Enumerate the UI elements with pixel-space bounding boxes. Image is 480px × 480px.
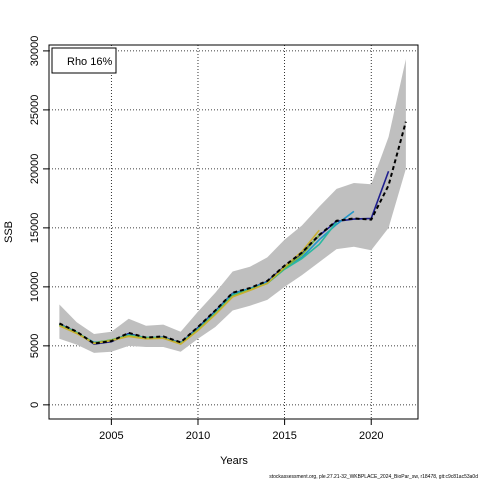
footnote: stockassessment.org, ple.27.21-32_WKBPLA… [269,474,478,480]
y-tick-label: 20000 [29,154,41,185]
y-tick-label: 25000 [29,95,41,126]
y-tick-label: 30000 [29,36,41,67]
confidence-band [59,59,406,353]
series-lines [58,121,407,345]
y-tick-label: 0 [29,402,41,408]
series-line-5 [59,229,320,345]
x-tick-label: 2005 [99,430,123,442]
series-line-0 [58,121,407,345]
plot-frame [48,44,419,420]
x-axis: 2005 2010 2015 2020 [99,419,383,442]
x-tick-label: 2010 [186,430,210,442]
legend: Rho 16% [51,47,117,74]
y-tick-label: 5000 [29,334,41,358]
y-axis-title: SSB [3,221,15,243]
legend-box [51,47,117,74]
x-tick-label: 2015 [272,430,296,442]
legend-label: Rho 16% [67,56,112,68]
y-tick-label: 10000 [29,272,41,303]
y-axis: 0 5000 10000 15000 20000 25000 30000 [29,36,49,408]
x-axis-title: Years [220,455,248,467]
y-tick-label: 15000 [29,213,41,244]
x-tick-label: 2020 [359,430,383,442]
